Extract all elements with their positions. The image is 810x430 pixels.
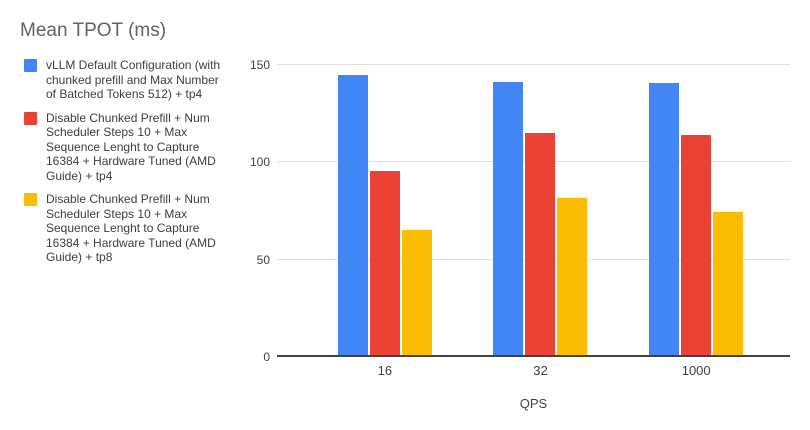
bar-group-qps-1000 (649, 65, 744, 355)
legend-swatch-icon-2 (24, 111, 37, 125)
y-tick-label-0: 0 (263, 350, 270, 364)
legend-label-3: Disable Chunked Prefill + Num Scheduler … (46, 192, 216, 264)
bar-group-qps-16 (337, 65, 432, 355)
bar-series1-qps-1000 (649, 83, 680, 355)
y-tick-label-100: 100 (249, 155, 270, 170)
chart-title: Mean TPOT (ms) (20, 20, 167, 41)
legend-swatch-icon-1 (24, 59, 37, 72)
legend-label-2: Disable Chunked Prefill + Num Scheduler … (46, 110, 216, 183)
legend-swatch-icon-3 (24, 193, 37, 206)
legend: vLLM Default Configuration (with chunked… (24, 58, 232, 274)
bar-series1-qps-16 (337, 74, 368, 355)
bar-series3-qps-1000 (713, 211, 744, 355)
plot-area (277, 64, 790, 357)
legend-item-3: Disable Chunked Prefill + Num Scheduler … (24, 192, 232, 265)
bar-series1-qps-32 (493, 82, 524, 355)
x-tick-label-16: 16 (377, 363, 393, 378)
y-tick-label-150: 150 (249, 58, 270, 72)
legend-label-1: vLLM Default Configuration (with chunked… (46, 58, 221, 101)
bar-series2-qps-32 (525, 132, 556, 355)
y-tick-label-50: 50 (256, 252, 270, 267)
gridline-150 (277, 64, 790, 65)
bar-series2-qps-1000 (681, 134, 712, 355)
x-axis-line (277, 355, 790, 357)
x-tick-label-1000: 1000 (681, 363, 711, 378)
legend-item-2: Disable Chunked Prefill + Num Scheduler … (24, 111, 232, 184)
legend-item-1: vLLM Default Configuration (with chunked… (24, 58, 232, 102)
bar-groups (277, 65, 790, 355)
bar-series2-qps-16 (369, 171, 400, 355)
bar-series3-qps-32 (557, 198, 588, 355)
x-tick-label-32: 32 (533, 363, 548, 378)
x-axis-title: QPS (519, 396, 548, 411)
bar-group-qps-32 (493, 65, 588, 355)
x-axis-labels: 16 32 1000 (277, 363, 790, 378)
bar-series3-qps-16 (401, 230, 432, 355)
y-axis-labels: 0 50 100 150 (0, 58, 270, 364)
